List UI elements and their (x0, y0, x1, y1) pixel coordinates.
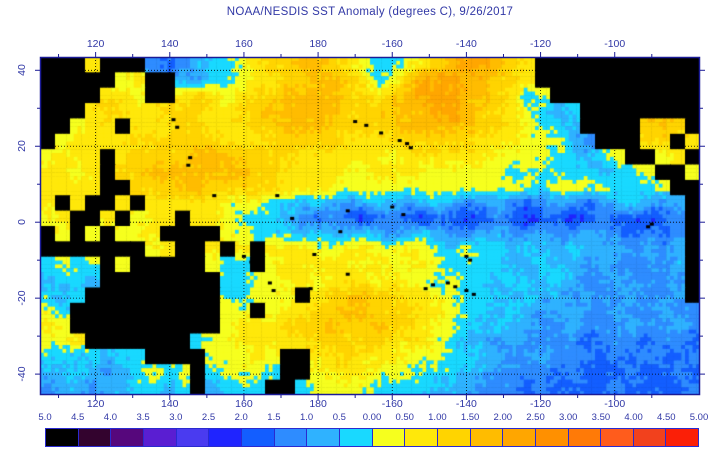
top-axis-label: -100 (604, 38, 626, 50)
colorbar-tick-label: 4.50 (657, 412, 676, 423)
colorbar-tick-label: 4.5 (71, 412, 85, 423)
bottom-axis-label: -120 (530, 398, 552, 410)
colorbar-tick-label: 2.0 (234, 412, 248, 423)
top-axis-label: 160 (235, 38, 253, 50)
colorbar-tick-label: 3.5 (136, 412, 150, 423)
colorbar-tick-label: 4.0 (103, 412, 117, 423)
top-axis-label: 140 (161, 38, 179, 50)
top-axis-label: -140 (455, 38, 477, 50)
colorbar-swatch (666, 429, 699, 446)
bottom-axis-label: 160 (235, 398, 253, 410)
bottom-axis-label: 140 (161, 398, 179, 410)
colorbar-swatch (339, 429, 373, 446)
bottom-axis-label: 120 (86, 398, 105, 410)
top-axis-label: -120 (530, 38, 552, 50)
page-title: NOAA/NESDIS SST Anomaly (degrees C), 9/2… (226, 6, 514, 18)
colorbar-tick-label: 0.5 (332, 412, 346, 423)
left-axis-label: 40 (16, 64, 28, 77)
colorbar-swatch (601, 429, 634, 446)
colorbar-tick-label: 1.0 (299, 412, 314, 423)
left-axis-label: -20 (16, 290, 28, 306)
colorbar-tick-label: 1.5 (267, 412, 281, 423)
left-axis-label: 20 (16, 140, 28, 153)
colorbar-swatch (143, 429, 177, 446)
colorbar-swatch (503, 429, 536, 446)
colorbar-tick-label: 5.0 (38, 412, 52, 423)
top-axis-label: -160 (381, 38, 403, 50)
colorbar-tick-label: 1.50 (460, 412, 480, 423)
colorbar-tick-label: 2.00 (493, 412, 513, 423)
colorbar-swatch (176, 429, 210, 446)
colorbar-swatch (633, 429, 667, 446)
left-axis-label: -40 (16, 366, 28, 382)
colorbar-tick-label: 2.50 (526, 412, 545, 423)
colorbar-swatch (78, 429, 112, 446)
colorbar-swatch (46, 429, 79, 446)
bottom-axis-label: 180 (309, 398, 327, 410)
colorbar-swatch (405, 429, 438, 446)
colorbar-swatch (568, 429, 602, 446)
top-axis-label: 180 (309, 38, 327, 50)
colorbar-swatch (209, 429, 242, 446)
colorbar-tick-label: 1.00 (428, 412, 447, 423)
top-axis-label: 120 (86, 38, 105, 50)
colorbar-tick-label: 0.50 (395, 412, 414, 423)
bottom-axis-label: -140 (455, 398, 477, 410)
colorbar-swatch (274, 429, 308, 446)
colorbar-tick-label: 4.00 (624, 412, 643, 423)
colorbar-tick-label: 0.00 (362, 412, 382, 423)
bottom-axis-label: -100 (604, 398, 626, 410)
colorbar-tick-label: 3.0 (169, 412, 183, 423)
colorbar-swatch (241, 429, 275, 446)
colorbar-tick-label: 3.50 (591, 412, 611, 423)
colorbar-swatch (535, 429, 569, 446)
left-axis-label: 0 (16, 219, 28, 226)
colorbar-tick-label: 3.00 (558, 412, 578, 423)
sst-anomaly-map-canvas (40, 57, 700, 395)
colorbar-swatch (437, 429, 471, 446)
colorbar-tick-label: 5.00 (689, 412, 709, 423)
colorbar-swatch (307, 429, 340, 446)
colorbar-swatch (470, 429, 504, 446)
colorbar-swatch (372, 429, 406, 446)
colorbar-swatch (111, 429, 144, 446)
bottom-axis-label: -160 (381, 398, 403, 410)
colorbar (45, 428, 699, 447)
colorbar-tick-label: 2.5 (201, 412, 216, 423)
